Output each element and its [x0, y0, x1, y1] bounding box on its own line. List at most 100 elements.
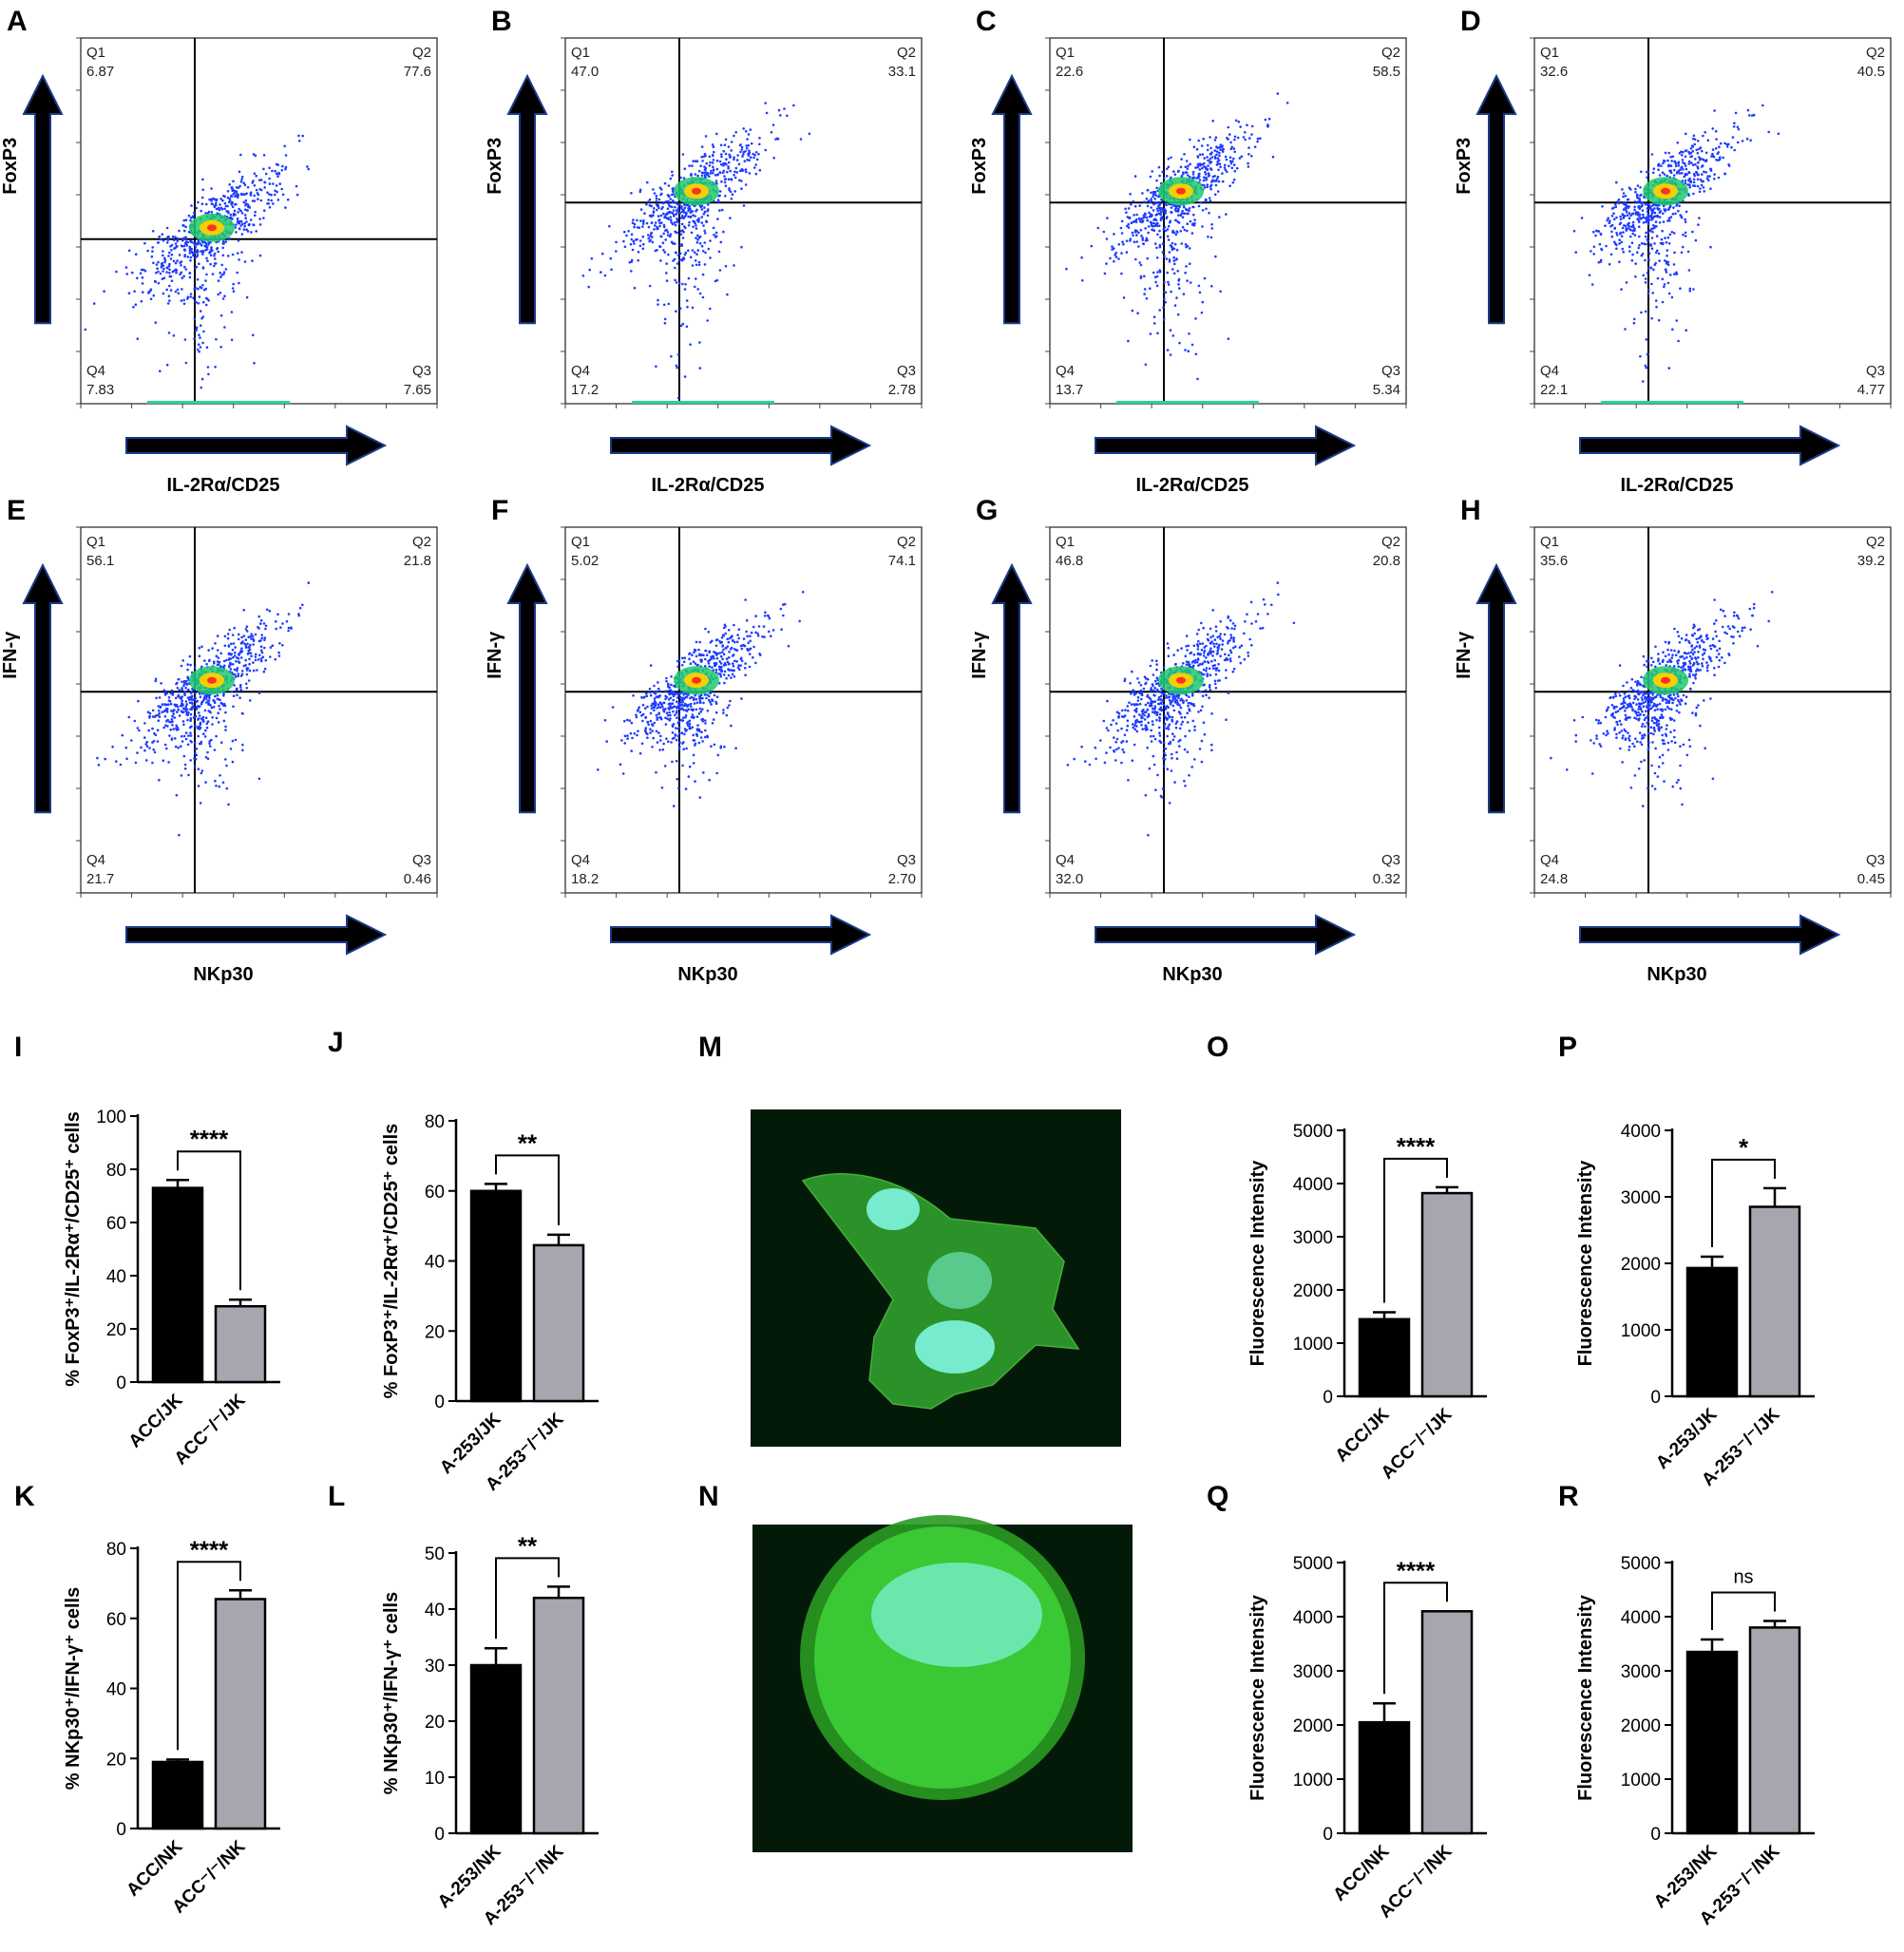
quadrant-value-q2: 40.5 — [1857, 64, 1885, 80]
quadrant-name-q1: Q1 — [1056, 534, 1075, 550]
x-axis-label: IL-2Rα/CD25 — [1621, 475, 1734, 496]
y-tick-label: 0 — [434, 1825, 445, 1845]
quadrant-name-q4: Q4 — [571, 363, 590, 379]
significance-label: ** — [518, 1531, 538, 1560]
quadrant-name-q1: Q1 — [1540, 45, 1559, 61]
nucleus — [866, 1188, 920, 1230]
quadrant-value-q3: 0.45 — [1857, 871, 1885, 887]
y-tick-label: 30 — [425, 1657, 445, 1677]
y-tick-label: 60 — [425, 1183, 445, 1203]
y-arrow-icon — [1476, 562, 1517, 814]
quadrant-name-q1: Q1 — [86, 534, 105, 550]
quadrant-name-q2: Q2 — [897, 534, 916, 550]
quadrant-name-q4: Q4 — [86, 363, 105, 379]
y-tick-label: 1000 — [1293, 1771, 1333, 1791]
y-arrow-icon — [506, 562, 548, 814]
quadrant-value-q1: 35.6 — [1540, 553, 1568, 569]
plot-frame — [80, 526, 438, 894]
quadrant-value-q1: 56.1 — [86, 553, 114, 569]
flow-dots — [597, 591, 805, 807]
quadrant-name-q1: Q1 — [1056, 45, 1075, 61]
panel-letter: I — [14, 1032, 22, 1063]
density-peak — [692, 187, 701, 195]
y-tick-label: 80 — [106, 1161, 126, 1181]
y-tick-label: 60 — [106, 1214, 126, 1234]
quadrant-value-q4: 13.7 — [1056, 382, 1083, 398]
plot-frame — [564, 526, 923, 894]
significance-bracket — [495, 1154, 560, 1225]
edge-events — [1601, 401, 1743, 404]
y-tick-label: 3000 — [1293, 1228, 1333, 1248]
panel-letter: D — [1460, 6, 1481, 37]
flow-panel-b: B Q1 47.0 Q2 33.1 Q3 2.78 Q4 17.2 FoxP3 IL-2Rα/CD2… — [485, 6, 923, 496]
y-axis-label: Fluorescence Intensity — [1247, 1594, 1268, 1801]
y-axis-label: FoxP3 — [969, 138, 990, 195]
density-peak — [1661, 676, 1670, 684]
quadrant-value-q2: 58.5 — [1373, 64, 1400, 80]
significance-bracket — [1383, 1157, 1448, 1303]
panel-letter: C — [976, 6, 997, 37]
density-peak — [207, 676, 217, 684]
y-axis-label: FoxP3 — [1454, 138, 1475, 195]
x-axis-label: IL-2Rα/CD25 — [1136, 475, 1249, 496]
quadrant-value-q4: 22.1 — [1540, 382, 1568, 398]
panel-letter: G — [976, 495, 998, 526]
category-label: ACC/NK — [123, 1836, 186, 1900]
x-arrow-icon — [125, 914, 388, 956]
quadrant-name-q2: Q2 — [1866, 534, 1885, 550]
flow-dots — [1572, 104, 1780, 404]
x-axis-label: IL-2Rα/CD25 — [652, 475, 765, 496]
significance-label: * — [1739, 1133, 1749, 1162]
bar-control — [469, 1189, 523, 1403]
significance-label: ** — [518, 1128, 538, 1157]
category-label: ACC/JK — [125, 1390, 187, 1451]
panel-letter: J — [328, 1027, 344, 1058]
quadrant-value-q3: 7.65 — [404, 382, 431, 398]
flow-dots — [1065, 92, 1289, 404]
quadrant-name-q3: Q3 — [1381, 852, 1400, 868]
bar-knockout — [214, 1598, 267, 1830]
y-tick-label: 0 — [1323, 1388, 1333, 1408]
micrograph-n: N — [698, 1481, 1133, 1852]
x-arrow-icon — [125, 425, 388, 466]
y-tick-label: 50 — [425, 1545, 445, 1564]
quadrant-value-q2: 74.1 — [888, 553, 916, 569]
quadrant-name-q3: Q3 — [897, 852, 916, 868]
bar-control — [151, 1760, 204, 1830]
bar-knockout — [532, 1596, 585, 1835]
y-arrow-icon — [991, 562, 1033, 814]
plot-frame — [564, 37, 923, 405]
significance-label: ns — [1733, 1567, 1753, 1588]
x-axis-label: NKp30 — [1162, 964, 1222, 985]
y-tick-label: 1000 — [1621, 1771, 1661, 1791]
micrograph-m: M — [698, 1032, 1121, 1447]
y-tick-label: 3000 — [1621, 1662, 1661, 1682]
y-tick-label: 0 — [434, 1393, 445, 1412]
plot-frame — [80, 37, 438, 405]
panel-letter: N — [698, 1481, 719, 1512]
x-arrow-icon — [610, 914, 872, 956]
quadrant-value-q4: 18.2 — [571, 871, 599, 887]
panel-letter: K — [14, 1481, 35, 1512]
nucleus — [915, 1320, 995, 1374]
x-arrow-icon — [1095, 425, 1357, 466]
panel-letter: B — [491, 6, 512, 37]
y-arrow-icon — [22, 73, 64, 325]
density-peak — [1176, 676, 1186, 684]
panel-letter: P — [1558, 1032, 1577, 1063]
y-tick-label: 0 — [116, 1820, 126, 1840]
flow-panel-a: A Q1 6.87 Q2 77.6 Q3 7.65 Q4 7.83 FoxP3 IL-2Rα/CD2… — [0, 6, 438, 496]
y-tick-label: 4000 — [1621, 1122, 1661, 1142]
quadrant-value-q1: 46.8 — [1056, 553, 1083, 569]
bar-knockout — [532, 1243, 585, 1403]
quadrant-name-q2: Q2 — [1381, 45, 1400, 61]
quadrant-name-q2: Q2 — [1381, 534, 1400, 550]
flow-dots — [96, 581, 311, 837]
bar-chart-q: Q 0 1000 2000 3000 4000 5000 Fluorescence Inten… — [1207, 1481, 1487, 1923]
quadrant-name-q1: Q1 — [571, 45, 590, 61]
x-axis-label: IL-2Rα/CD25 — [167, 475, 280, 496]
y-axis-label: % FoxP3⁺/IL-2Rα⁺/CD25⁺ cells — [63, 1111, 84, 1387]
quadrant-name-q2: Q2 — [412, 534, 431, 550]
quadrant-value-q1: 47.0 — [571, 64, 599, 80]
